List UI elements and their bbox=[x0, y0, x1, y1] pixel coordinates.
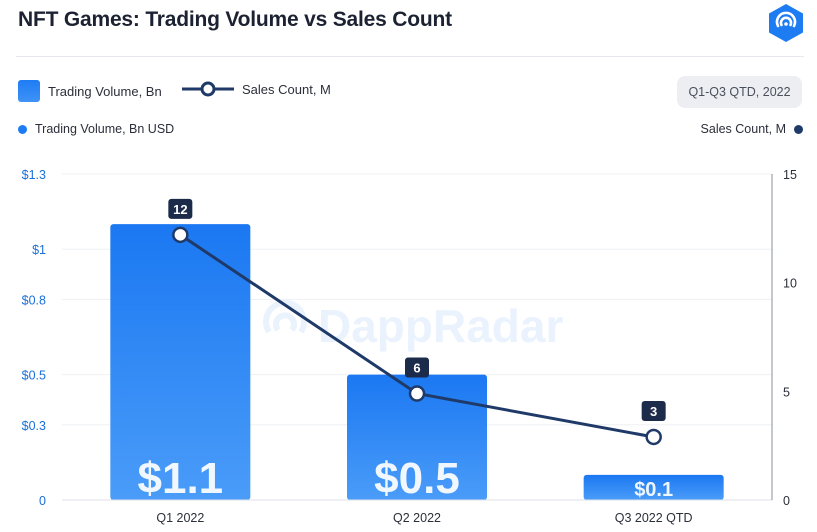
watermark-icon-inner bbox=[273, 312, 297, 332]
legend-line: Sales Count, M bbox=[182, 80, 331, 98]
bar-value-label: $0.1 bbox=[634, 479, 673, 501]
chart: DappRadar $1.1 $0.5 $0.1 0 $0.3 $0.5 $0.8 $1 $1… bbox=[22, 168, 797, 525]
y-right-tick-label: 15 bbox=[783, 168, 797, 182]
y-right-tick-label: 5 bbox=[783, 385, 790, 399]
y-left-tick-label: 0 bbox=[39, 494, 46, 508]
watermark-text: DappRadar bbox=[318, 300, 563, 352]
sales-point bbox=[645, 428, 662, 446]
legend-line-label: Sales Count, M bbox=[242, 81, 331, 97]
sales-label-badge bbox=[405, 357, 429, 378]
right-axis-dot-icon bbox=[794, 124, 803, 134]
dappradar-logo-icon bbox=[769, 4, 803, 42]
y-right-tick-label: 0 bbox=[783, 494, 790, 508]
y-right-tick-label: 10 bbox=[783, 277, 797, 291]
sales-label: 12 bbox=[173, 202, 187, 217]
bar-q3-2022-qtd bbox=[583, 474, 724, 500]
sales-label-badge bbox=[641, 400, 666, 421]
bar-value-label: $1.1 bbox=[138, 454, 224, 503]
sales-label: 6 bbox=[413, 361, 420, 376]
right-axis-title: Sales Count, M bbox=[701, 122, 803, 136]
line-marker-icon bbox=[182, 81, 234, 97]
sales-label-badge bbox=[168, 198, 193, 219]
right-axis-title-label: Sales Count, M bbox=[700, 122, 786, 136]
y-left-tick-label: $0.3 bbox=[22, 419, 46, 433]
x-tick-label: Q2 2022 bbox=[393, 511, 441, 525]
header-divider bbox=[16, 56, 804, 57]
y-left-tick-label: $1.3 bbox=[22, 168, 46, 182]
watermark-logo: DappRadar bbox=[263, 299, 563, 352]
left-axis-dot-icon bbox=[18, 124, 27, 134]
x-tick-label: Q1 2022 bbox=[156, 511, 204, 525]
x-tick-label: Q3 2022 QTD bbox=[615, 511, 693, 525]
page-title: NFT Games: Trading Volume vs Sales Count bbox=[18, 8, 452, 31]
y-left-tick-label: $0.8 bbox=[22, 293, 46, 307]
period-selector-button[interactable]: Q1-Q3 QTD, 2022 bbox=[677, 76, 802, 108]
legend-bar-label: Trading Volume, Bn bbox=[48, 83, 162, 99]
y-left-tick-label: $0.5 bbox=[22, 369, 46, 383]
legend-bar: Trading Volume, Bn bbox=[18, 80, 162, 102]
sales-label: 3 bbox=[650, 404, 657, 419]
bar-q1-2022 bbox=[110, 224, 251, 500]
watermark-icon bbox=[263, 299, 307, 334]
left-axis-title-label: Trading Volume, Bn USD bbox=[35, 122, 175, 136]
left-axis-title: Trading Volume, Bn USD bbox=[18, 122, 174, 136]
sales-point bbox=[408, 385, 426, 402]
bar-value-label: $0.5 bbox=[374, 454, 460, 503]
sales-point bbox=[172, 226, 189, 244]
y-left-tick-label: $1 bbox=[32, 243, 46, 257]
bar-q2-2022 bbox=[347, 374, 487, 500]
bar-swatch-icon bbox=[18, 80, 40, 102]
